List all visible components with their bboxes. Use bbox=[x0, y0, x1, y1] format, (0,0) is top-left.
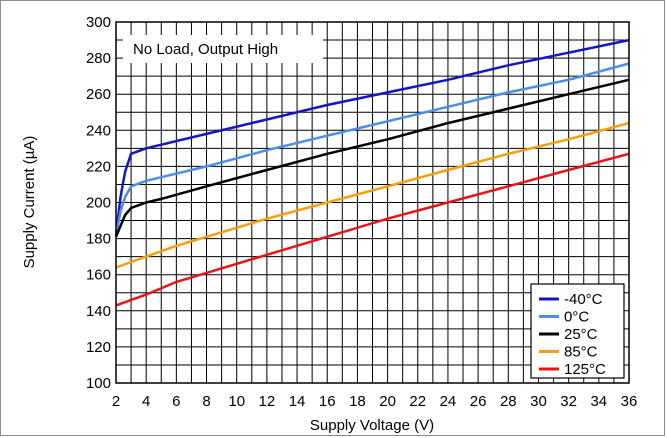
annotation-box bbox=[123, 35, 323, 63]
x-tick-label: 10 bbox=[228, 393, 245, 410]
y-tick-label: 240 bbox=[86, 122, 111, 139]
series-lines bbox=[114, 38, 630, 307]
y-tick-label: 180 bbox=[86, 231, 111, 248]
x-tick-label: 24 bbox=[440, 393, 457, 410]
x-tick-label: 12 bbox=[259, 393, 276, 410]
legend-label: 125°C bbox=[564, 361, 606, 378]
series-line bbox=[114, 38, 630, 236]
y-tick-label: 140 bbox=[86, 303, 111, 320]
x-tick-label: 18 bbox=[349, 393, 366, 410]
tick-labels: 2 4 6 8 10 12 14 16 18 20 22 24 26 28 30 32 34 3610012014… bbox=[86, 14, 637, 410]
x-tick-label: 20 bbox=[379, 393, 396, 410]
legend-label: -40°C bbox=[564, 291, 603, 308]
x-tick-label: 36 bbox=[621, 393, 638, 410]
x-tick-label: 16 bbox=[319, 393, 336, 410]
legend-label: 0°C bbox=[564, 309, 589, 326]
x-axis-title: Supply Voltage (V) bbox=[310, 417, 434, 434]
y-tick-label: 300 bbox=[86, 14, 111, 31]
legend-label: 25°C bbox=[564, 326, 598, 343]
annotation-text: No Load, Output High bbox=[133, 41, 278, 58]
y-axis-title: Supply Current (µA) bbox=[21, 136, 38, 269]
x-tick-label: 26 bbox=[470, 393, 487, 410]
series-line bbox=[115, 152, 630, 307]
series-line bbox=[115, 121, 630, 269]
y-tick-label: 100 bbox=[86, 375, 111, 392]
x-tick-label: 8 bbox=[202, 393, 210, 410]
x-tick-label: 4 bbox=[142, 393, 150, 410]
x-tick-label: 6 bbox=[172, 393, 180, 410]
grid bbox=[115, 21, 630, 384]
legend-label: 85°C bbox=[564, 344, 598, 361]
x-tick-label: 34 bbox=[590, 393, 607, 410]
y-tick-label: 160 bbox=[86, 267, 111, 284]
x-tick-label: 30 bbox=[530, 393, 547, 410]
y-tick-label: 220 bbox=[86, 158, 111, 175]
series-line bbox=[114, 62, 630, 236]
y-tick-label: 200 bbox=[86, 195, 111, 212]
y-tick-label: 120 bbox=[86, 339, 111, 356]
series-line bbox=[114, 78, 630, 238]
y-tick-label: 260 bbox=[86, 86, 111, 103]
x-tick-label: 28 bbox=[500, 393, 517, 410]
plot-area-border bbox=[115, 21, 630, 384]
x-tick-label: 2 bbox=[112, 393, 120, 410]
x-tick-label: 32 bbox=[560, 393, 577, 410]
x-tick-label: 14 bbox=[289, 393, 306, 410]
x-tick-label: 22 bbox=[409, 393, 426, 410]
y-tick-label: 280 bbox=[86, 50, 111, 67]
